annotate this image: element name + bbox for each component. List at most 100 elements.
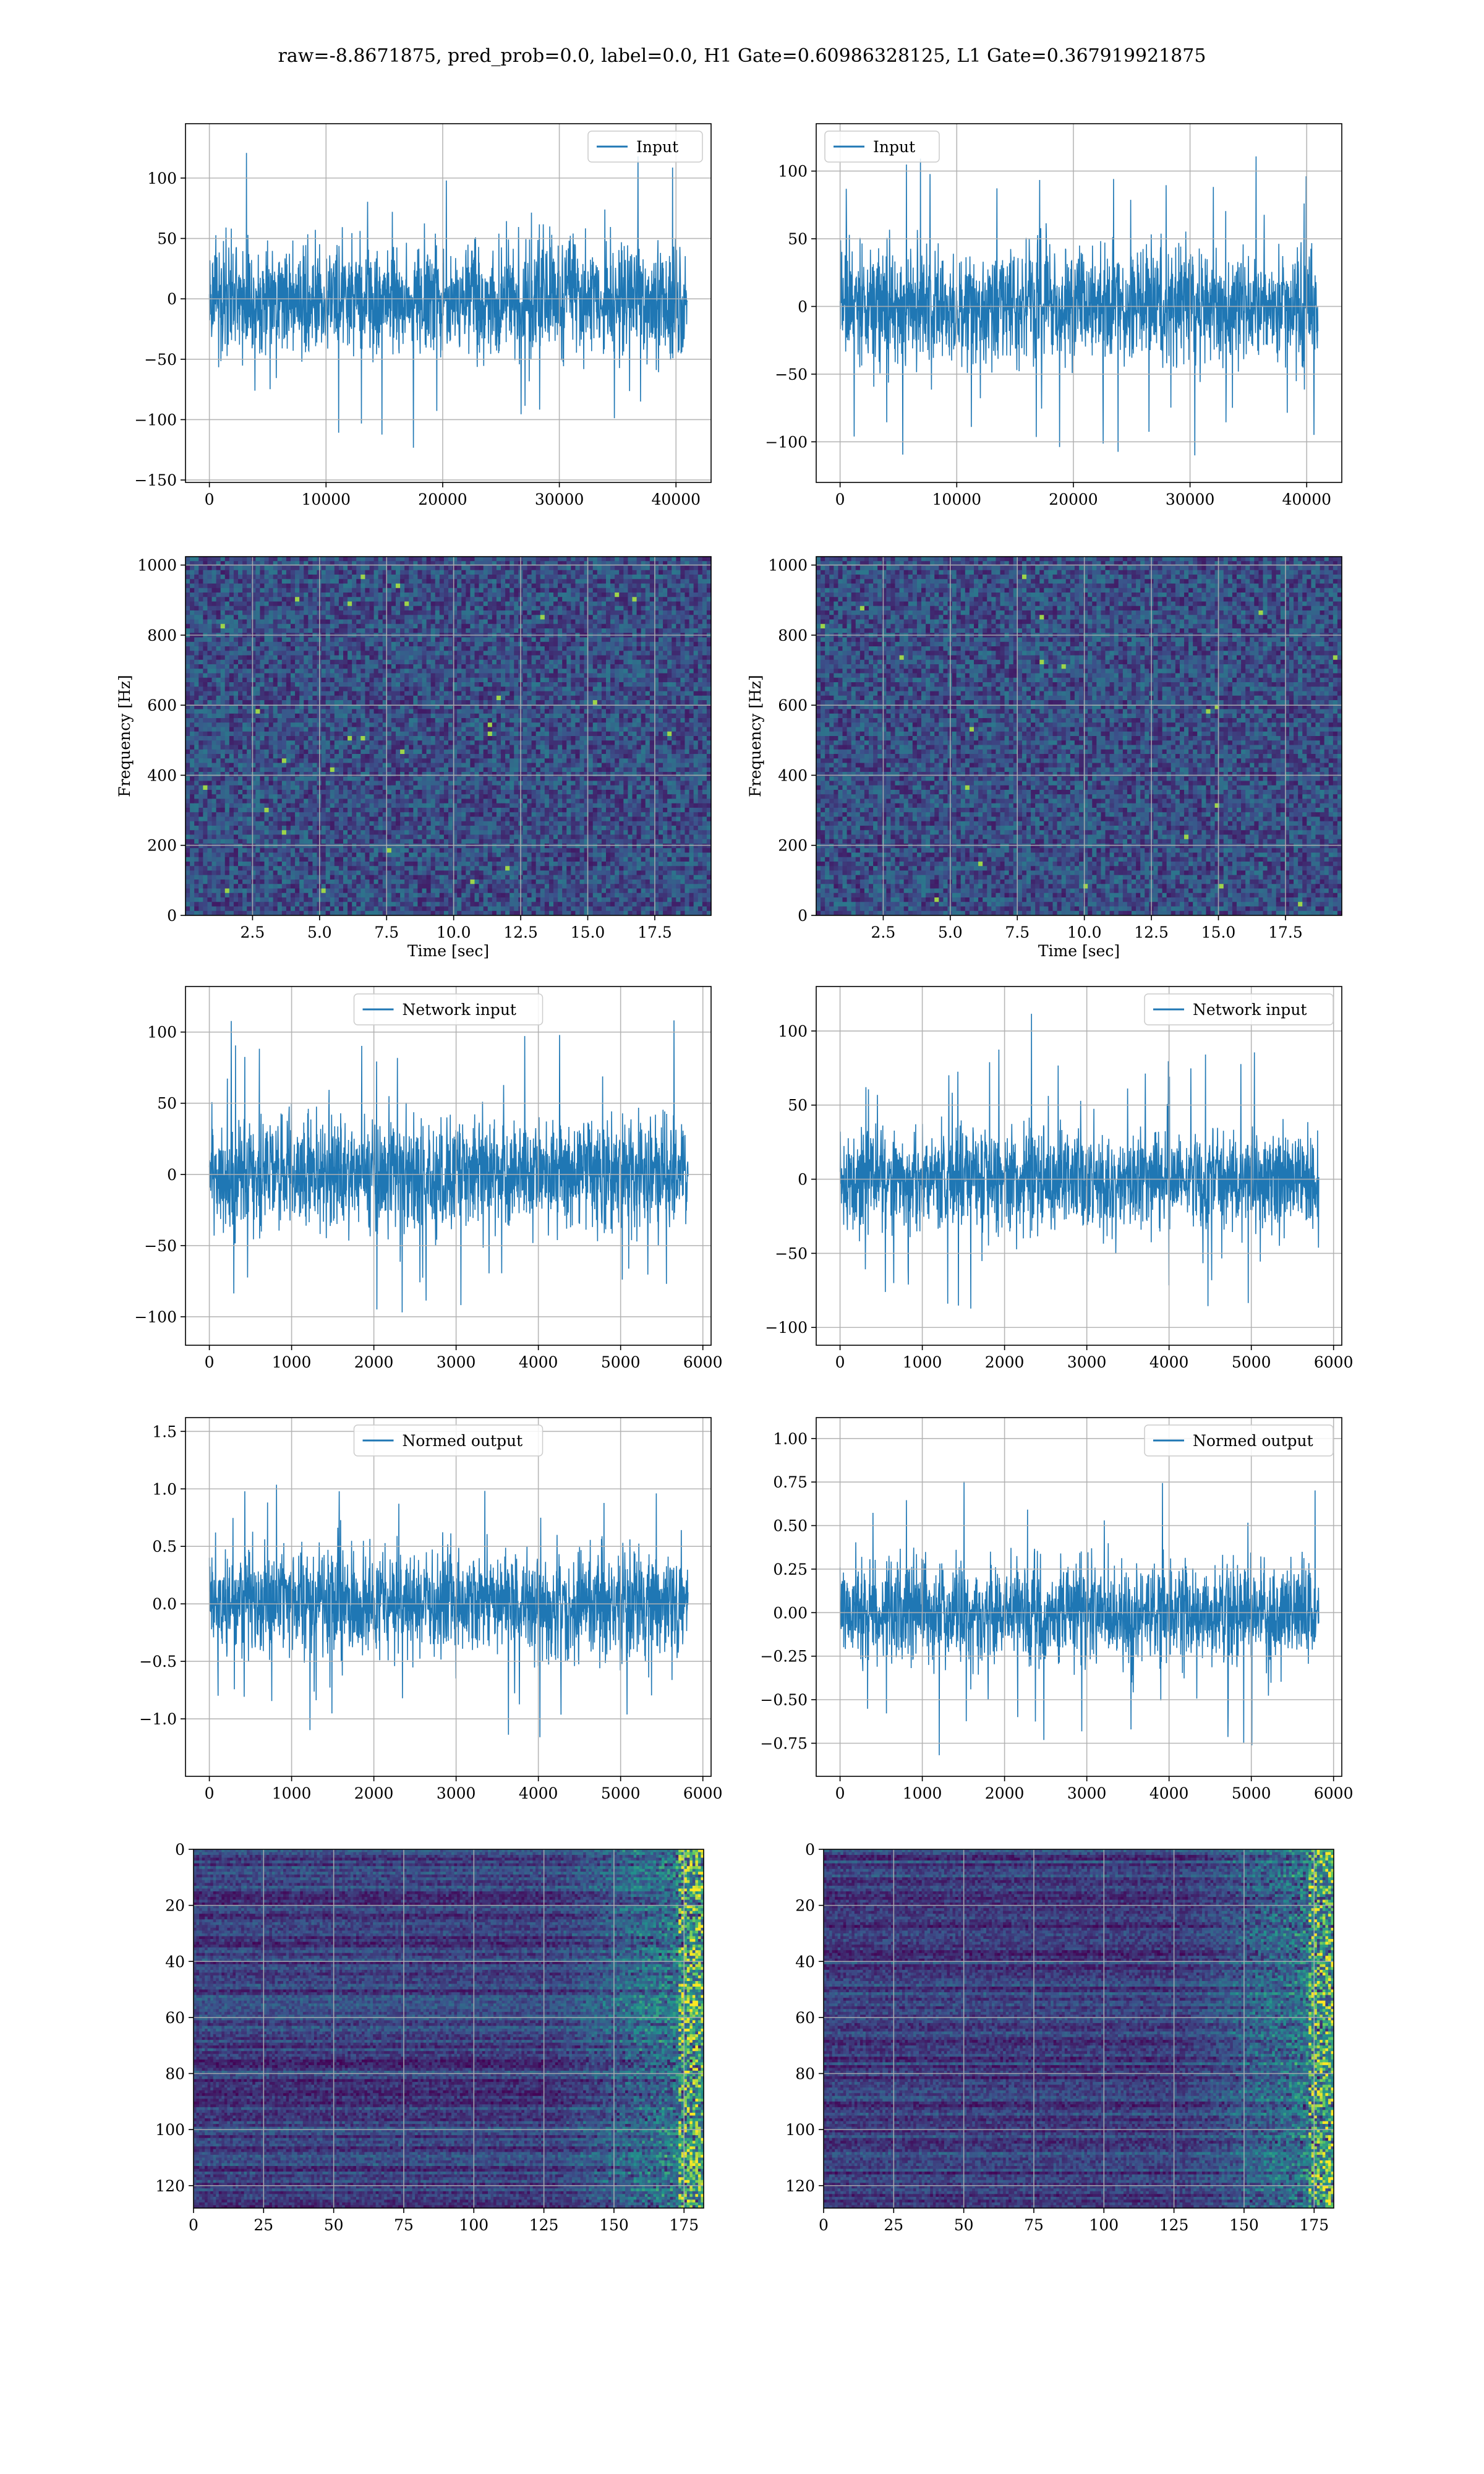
- l1-network-input-xtick-label: 2000: [985, 1353, 1025, 1371]
- l1-spectrogram-ytick-label: 0: [798, 907, 808, 925]
- l1-network-input-ytick-label: −100: [765, 1319, 808, 1337]
- h1-input-xtick-label: 10000: [302, 490, 351, 508]
- h1-input-legend: Input: [588, 131, 702, 162]
- figure-suptitle: raw=-8.8671875, pred_prob=0.0, label=0.0…: [278, 45, 1206, 67]
- l1-input-ytick-label: 50: [788, 230, 808, 248]
- l1-normed-output-legend-label: Normed output: [1193, 1432, 1313, 1450]
- h1-network-input-xtick-label: 1000: [272, 1353, 312, 1371]
- h1-feature-map-xtick-label: 125: [529, 2216, 559, 2234]
- l1-feature-map-ytick-label: 60: [795, 2009, 815, 2027]
- l1-spectrogram-xlabel: Time [sec]: [1038, 942, 1120, 960]
- l1-network-input-xtick-label: 0: [835, 1353, 845, 1371]
- h1-spectrogram-ytick-label: 400: [147, 766, 177, 784]
- h1-input-ytick-label: 100: [147, 169, 177, 187]
- h1-network-input-legend: Network input: [354, 994, 543, 1025]
- h1-spectrogram-ytick-label: 1000: [137, 557, 177, 575]
- h1-spectrogram-xlabel: Time [sec]: [407, 942, 489, 960]
- l1-spectrogram-xtick-label: 2.5: [871, 923, 896, 941]
- l1-spectrogram-xtick-label: 7.5: [1005, 923, 1030, 941]
- h1-input-xtick-label: 0: [205, 490, 215, 508]
- h1-spectrogram-heatmap-cells: [186, 557, 712, 916]
- h1-network-input-ytick-label: 0: [167, 1166, 177, 1184]
- l1-normed-output-xtick-label: 5000: [1232, 1784, 1271, 1802]
- l1-spectrogram-ytick-label: 1000: [768, 557, 808, 575]
- l1-network-input-legend: Network input: [1145, 994, 1333, 1025]
- h1-feature-map-xtick-label: 25: [254, 2216, 273, 2234]
- l1-normed-output-xtick-label: 3000: [1067, 1784, 1107, 1802]
- l1-spectrogram-xtick-label: 10.0: [1067, 923, 1102, 941]
- h1-network-input-ytick-label: −100: [134, 1308, 177, 1326]
- l1-spectrogram-xtick-label: 5.0: [938, 923, 963, 941]
- l1-normed-output-xtick-label: 0: [835, 1784, 845, 1802]
- l1-input-xtick-label: 30000: [1166, 490, 1215, 508]
- h1-network-input-legend-label: Network input: [403, 1001, 516, 1019]
- h1-feature-map-ytick-label: 60: [165, 2009, 185, 2027]
- h1-feature-map-xtick-label: 0: [189, 2216, 198, 2234]
- h1-spectrogram-xtick-label: 15.0: [571, 923, 605, 941]
- l1-normed-output-ytick-label: 0.25: [773, 1560, 808, 1578]
- h1-input-xtick-label: 20000: [418, 490, 467, 508]
- l1-feature-map-xtick-label: 125: [1159, 2216, 1189, 2234]
- l1-network-input-xtick-label: 3000: [1067, 1353, 1107, 1371]
- l1-normed-output-xtick-label: 4000: [1149, 1784, 1189, 1802]
- l1-feature-map-xtick-label: 25: [884, 2216, 903, 2234]
- h1-input-legend-label: Input: [636, 138, 678, 156]
- l1-feature-map-xtick-label: 50: [954, 2216, 974, 2234]
- l1-network-input-ytick-label: 50: [788, 1097, 808, 1115]
- h1-normed-output-xtick-label: 4000: [519, 1784, 558, 1802]
- h1-spectrogram-ytick-label: 800: [147, 627, 177, 644]
- l1-normed-output-ytick-label: −0.75: [760, 1735, 808, 1753]
- h1-spectrogram-xtick-label: 2.5: [241, 923, 265, 941]
- h1-feature-map-ytick-label: 40: [165, 1953, 185, 1971]
- h1-feature-map-xtick-label: 75: [394, 2216, 414, 2234]
- l1-spectrogram-heatmap-cells: [816, 557, 1342, 916]
- h1-input-ytick-label: 0: [167, 290, 177, 308]
- l1-normed-output-ytick-label: −0.25: [760, 1648, 808, 1666]
- l1-network-input-xtick-label: 6000: [1314, 1353, 1354, 1371]
- h1-normed-output-ytick-label: −1.0: [139, 1710, 177, 1728]
- h1-normed-output-xtick-label: 3000: [437, 1784, 476, 1802]
- h1-spectrogram-axes: 2.5 5.0 7.5 10.0 12.5 15.0 17.5020040060080010…: [116, 557, 712, 960]
- h1-input-ytick-label: −50: [144, 351, 177, 369]
- h1-normed-output-legend-label: Normed output: [403, 1432, 523, 1450]
- l1-normed-output-ytick-label: 0.50: [773, 1517, 808, 1535]
- h1-spectrogram-ytick-label: 200: [147, 837, 177, 855]
- l1-input-ytick-label: −100: [765, 433, 808, 451]
- h1-spectrogram-xtick-label: 12.5: [503, 923, 538, 941]
- l1-feature-map-xtick-label: 75: [1024, 2216, 1044, 2234]
- l1-normed-output-xtick-label: 6000: [1314, 1784, 1354, 1802]
- l1-network-input-ytick-label: 0: [798, 1171, 808, 1189]
- h1-normed-output-ytick-label: 0.5: [152, 1538, 177, 1556]
- h1-normed-output-xtick-label: 5000: [601, 1784, 641, 1802]
- h1-input-xtick-label: 30000: [535, 490, 584, 508]
- l1-spectrogram-ytick-label: 200: [778, 837, 808, 855]
- h1-spectrogram-xtick-label: 7.5: [374, 923, 399, 941]
- l1-feature-map-xtick-label: 0: [819, 2216, 829, 2234]
- l1-feature-map-xtick-label: 150: [1229, 2216, 1259, 2234]
- l1-network-input-ytick-label: 100: [778, 1022, 808, 1040]
- l1-spectrogram-ylabel: Frequency [Hz]: [746, 675, 764, 797]
- l1-spectrogram-plot-area: [816, 557, 1342, 916]
- l1-spectrogram-ytick-label: 600: [778, 696, 808, 714]
- h1-network-input-xtick-label: 0: [205, 1353, 215, 1371]
- l1-normed-output-xtick-label: 2000: [985, 1784, 1025, 1802]
- h1-normed-output-xtick-label: 0: [205, 1784, 215, 1802]
- h1-spectrogram-xtick-label: 17.5: [638, 923, 672, 941]
- h1-spectrogram-ylabel: Frequency [Hz]: [116, 675, 134, 797]
- l1-spectrogram-axes: 2.5 5.0 7.5 10.0 12.5 15.0 17.5020040060080010…: [746, 557, 1342, 960]
- l1-feature-map-xtick-label: 175: [1299, 2216, 1329, 2234]
- l1-network-input-ytick-label: −50: [775, 1244, 808, 1262]
- l1-normed-output-ytick-label: 1.00: [773, 1430, 808, 1448]
- h1-network-input-xtick-label: 5000: [601, 1353, 641, 1371]
- h1-feature-map-xtick-label: 150: [599, 2216, 629, 2234]
- l1-input-ytick-label: 100: [778, 163, 808, 181]
- h1-network-input-xtick-label: 6000: [683, 1353, 723, 1371]
- l1-input-xtick-label: 20000: [1049, 490, 1098, 508]
- h1-network-input-xtick-label: 2000: [354, 1353, 394, 1371]
- h1-normed-output-ytick-label: −0.5: [139, 1653, 177, 1671]
- h1-feature-map-xtick-label: 175: [669, 2216, 699, 2234]
- l1-normed-output-xtick-label: 1000: [903, 1784, 942, 1802]
- h1-spectrogram-xtick-label: 5.0: [307, 923, 332, 941]
